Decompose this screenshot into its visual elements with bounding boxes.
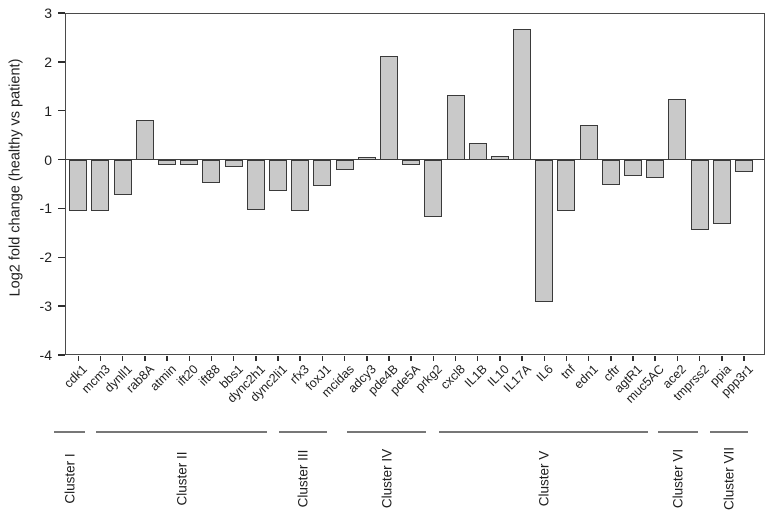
cluster-line-2 (96, 431, 267, 433)
bar-cxcl8 (446, 94, 465, 160)
x-tick-mark (388, 355, 390, 361)
y-tick-mark (57, 12, 65, 14)
x-tick-mark (77, 355, 80, 361)
cluster-label-5: Cluster V (536, 450, 551, 506)
x-tick-mark (321, 355, 324, 361)
bar-tnf (557, 159, 576, 212)
y-tick-mark (57, 158, 65, 161)
x-tick-mark (410, 355, 412, 361)
x-tick-mark (610, 355, 612, 361)
y-tick-mark (57, 109, 65, 112)
cluster-label-2: Cluster II (174, 451, 189, 506)
bar-pde5A (402, 159, 421, 166)
x-tick-mark (454, 355, 457, 361)
plot-area (65, 13, 765, 355)
bar-agtR1 (624, 159, 643, 176)
cluster-label-3: Cluster III (295, 449, 311, 507)
x-tick-mark (476, 355, 479, 361)
bar-edn1 (579, 125, 598, 160)
x-tick-mark (654, 355, 656, 361)
y-tick-mark (57, 305, 65, 307)
x-tick-mark (255, 355, 257, 361)
x-tick-mark (432, 355, 435, 361)
bar-atmin (158, 159, 177, 165)
bar-IL10 (490, 155, 509, 160)
bar-muc5AC (646, 159, 665, 178)
x-tick-mark (343, 355, 346, 361)
bar-dync2h1 (246, 159, 265, 210)
bar-ppp3r1 (735, 159, 753, 172)
y-tick-label: 2 (44, 53, 52, 70)
x-tick-mark (232, 355, 235, 361)
cluster-label-1: Cluster I (62, 452, 77, 504)
x-tick-mark (366, 355, 368, 361)
y-tick-mark (57, 256, 65, 259)
x-tick-mark (543, 355, 546, 361)
y-tick-mark (57, 207, 65, 210)
bar-cdk1 (69, 159, 88, 211)
x-tick-mark (587, 355, 590, 361)
bar-ift20 (180, 159, 199, 166)
y-tick-label: -4 (39, 347, 52, 363)
y-tick-label: 3 (44, 5, 52, 21)
cluster-line-4 (347, 431, 426, 433)
cluster-line-1 (54, 431, 85, 433)
x-tick-mark (676, 355, 679, 361)
bar-foxJ1 (313, 159, 332, 187)
y-tick-mark (57, 61, 65, 63)
bar-ppia (712, 159, 731, 224)
bar-IL17A (513, 29, 532, 160)
y-tick-mark (57, 354, 65, 356)
bar-ift88 (202, 159, 221, 183)
x-tick-mark (632, 355, 634, 361)
y-tick-label: -1 (39, 200, 52, 217)
cluster-line-5 (439, 431, 648, 433)
x-tick-mark (743, 355, 745, 361)
bar-pde4B (379, 55, 398, 160)
y-tick-label: -2 (39, 249, 52, 266)
cluster-label-6: Cluster VI (670, 448, 686, 508)
bar-mcm3 (91, 159, 110, 211)
bar-dynll1 (113, 159, 132, 195)
x-tick-mark (277, 355, 279, 361)
x-tick-mark (121, 355, 124, 361)
x-tick-mark (721, 355, 723, 361)
x-tick-mark (144, 355, 146, 361)
y-tick-label: 0 (44, 151, 52, 168)
bar-cftr (601, 159, 620, 185)
bar-mcidas (335, 159, 354, 171)
y-tick-label: -3 (39, 298, 52, 315)
x-tick-mark (99, 355, 102, 361)
x-tick-mark (188, 355, 190, 361)
x-tick-mark (698, 355, 701, 361)
cluster-line-3 (279, 431, 327, 433)
x-tick-mark (499, 355, 501, 361)
cluster-line-7 (710, 431, 748, 433)
bar-adcy3 (357, 157, 376, 160)
bar-IL6 (535, 159, 554, 303)
cluster-line-6 (658, 431, 698, 433)
bar-dync2li1 (269, 159, 287, 191)
x-tick-mark (210, 355, 213, 361)
bar-ace2 (668, 99, 687, 160)
cluster-label-4: Cluster IV (379, 448, 394, 508)
y-tick-label: 1 (44, 102, 52, 119)
bar-prkg2 (424, 159, 443, 217)
bar-rfx3 (291, 159, 310, 212)
x-tick-mark (299, 355, 301, 361)
bar-bbs1 (224, 159, 243, 167)
bar-rab8A (135, 119, 154, 160)
bar-tmprss2 (690, 159, 709, 231)
bar-IL1B (468, 142, 487, 160)
x-tick-mark (166, 355, 168, 361)
cluster-label-7: Cluster VII (721, 446, 737, 510)
x-tick-mark (565, 355, 568, 361)
x-tick-mark (521, 355, 523, 361)
